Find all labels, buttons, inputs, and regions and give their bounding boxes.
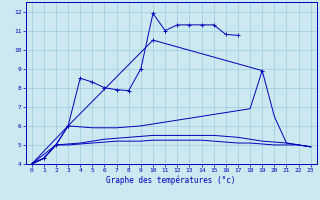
X-axis label: Graphe des températures (°c): Graphe des températures (°c): [107, 175, 236, 185]
